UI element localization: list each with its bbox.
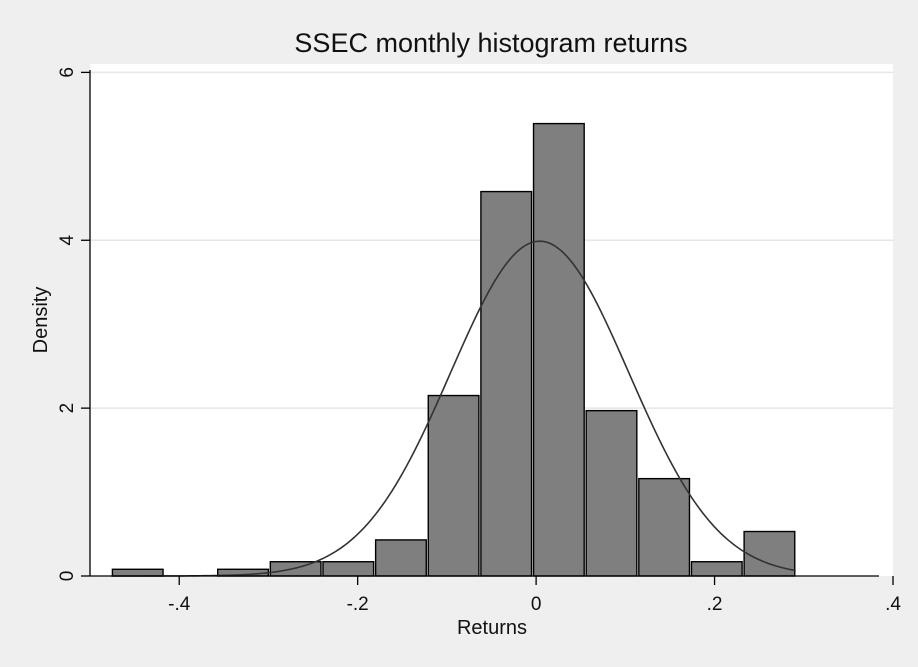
histogram-bar-11	[690, 561, 743, 577]
histogram-bar-5	[374, 539, 427, 577]
x-axis-label: Returns	[457, 617, 527, 639]
x-tick-label-1: -.2	[347, 594, 369, 615]
y-axis-label: Density	[30, 287, 52, 354]
chart-title: SSEC monthly histogram returns	[294, 28, 687, 58]
histogram-bar-7	[480, 190, 533, 577]
histogram-bar-0	[111, 568, 164, 577]
y-tick-label-3: 6	[57, 67, 78, 78]
x-tick-label-2: 0	[531, 594, 542, 615]
x-tick-label-4: .4	[885, 594, 901, 615]
y-tick-label-0: 0	[57, 571, 78, 582]
x-tick-label-0: -.4	[168, 594, 191, 615]
histogram-bar-8	[532, 122, 585, 577]
axes	[89, 70, 879, 577]
y-tick-label-2: 4	[57, 235, 78, 246]
x-tick-label-3: .2	[707, 594, 723, 615]
histogram-bar-4	[322, 561, 375, 577]
y-tick-label-1: 2	[57, 403, 78, 414]
histogram-bar-9	[585, 409, 638, 577]
y-axis-ticks: 0 2 4 6	[57, 67, 90, 581]
normal-density-curve	[111, 240, 796, 577]
x-axis-ticks: -.4 -.2 0 .2 .4	[168, 576, 901, 615]
histogram-bar-10	[638, 477, 691, 577]
histogram-bar-6	[427, 394, 480, 577]
